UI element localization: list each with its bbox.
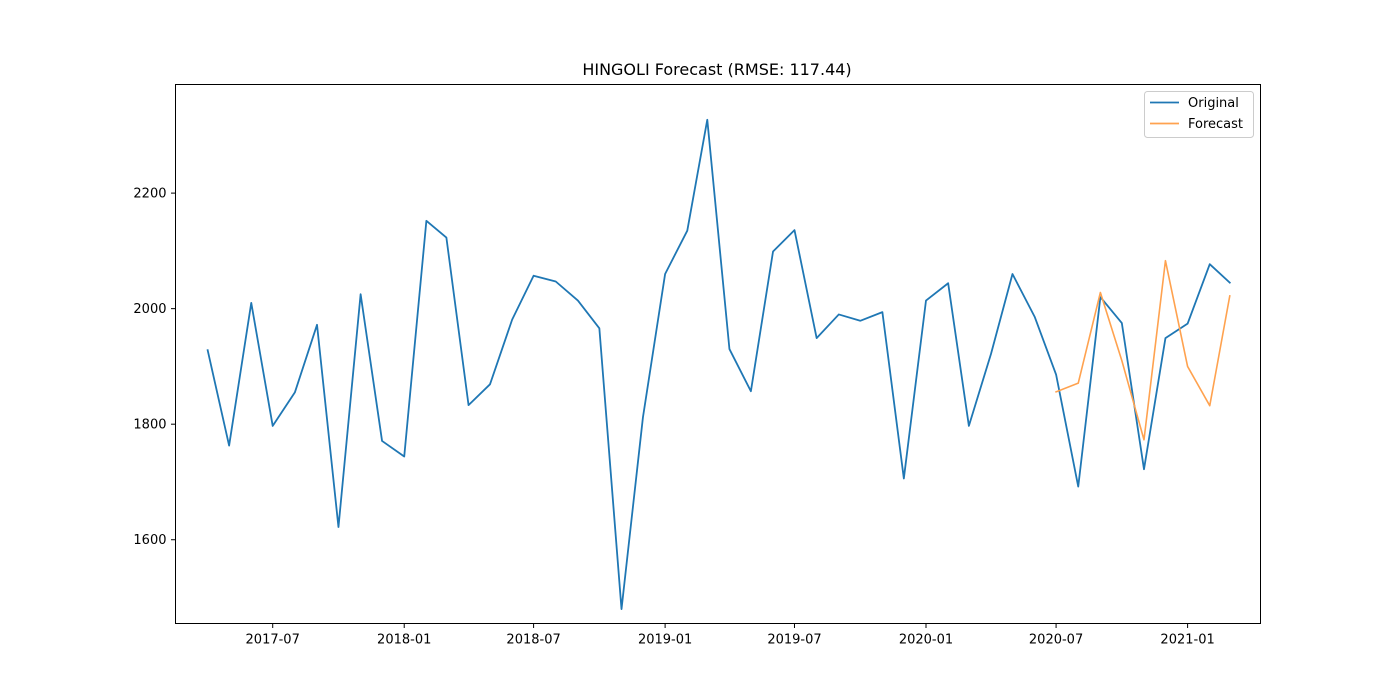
x-tick-label: 2017-07 bbox=[246, 633, 300, 648]
y-tick-label: 2200 bbox=[133, 187, 166, 202]
x-tick-label: 2019-01 bbox=[638, 633, 692, 648]
y-tick-label: 1800 bbox=[133, 418, 166, 433]
series-line-original bbox=[206, 118, 1232, 610]
legend-label-forecast: Forecast bbox=[1188, 117, 1243, 132]
plot-area bbox=[206, 118, 1232, 610]
y-tick-label: 1600 bbox=[133, 533, 166, 548]
chart-title: HINGOLI Forecast (RMSE: 117.44) bbox=[582, 60, 851, 79]
legend: Original Forecast bbox=[1144, 91, 1254, 138]
x-tick-label: 2020-07 bbox=[1029, 633, 1083, 648]
x-tick-label: 2018-07 bbox=[506, 633, 560, 648]
legend-label-original: Original bbox=[1188, 96, 1239, 111]
x-tick-label: 2021-01 bbox=[1160, 633, 1214, 648]
x-tick-label: 2018-01 bbox=[377, 633, 431, 648]
axes: 2017-07 2018-01 2018-07 2019-01 2019-07 2020-… bbox=[133, 187, 1214, 648]
axes-frame bbox=[175, 84, 1261, 624]
series-line-forecast bbox=[1055, 259, 1231, 441]
x-tick-label: 2020-01 bbox=[899, 633, 953, 648]
x-tick-label: 2019-07 bbox=[767, 633, 821, 648]
y-tick-label: 2000 bbox=[133, 302, 166, 317]
